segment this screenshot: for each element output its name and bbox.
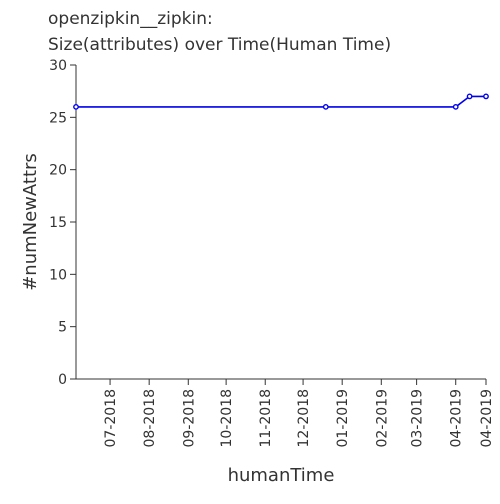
plot-area: 0 5 10 15 20 25 30 07-2018 08-2018 09-2018 10-2018… bbox=[49, 58, 495, 448]
y-tick-label: 15 bbox=[49, 215, 67, 231]
data-point bbox=[322, 103, 329, 110]
chart-title-line-2: Size(attributes) over Time(Human Time) bbox=[48, 35, 391, 55]
y-tick-label: 25 bbox=[49, 110, 67, 126]
x-tick-label: 02-2019 bbox=[374, 389, 390, 448]
data-point bbox=[483, 93, 489, 100]
data-point bbox=[73, 103, 79, 110]
y-tick-label: 10 bbox=[49, 267, 67, 283]
x-tick-label: 10-2018 bbox=[219, 389, 235, 448]
data-point bbox=[452, 103, 459, 110]
chart-title-line-1: openzipkin__zipkin: bbox=[48, 9, 213, 29]
data-point bbox=[466, 93, 473, 100]
x-axis-label: humanTime bbox=[228, 465, 335, 486]
y-tick-label: 5 bbox=[58, 320, 67, 336]
y-tick-label: 30 bbox=[49, 58, 67, 74]
x-tick-label: 07-2018 bbox=[103, 389, 119, 448]
x-tick-label: 01-2019 bbox=[335, 389, 351, 448]
x-tick-label: 08-2018 bbox=[142, 389, 158, 448]
y-tick-label: 20 bbox=[49, 163, 67, 179]
x-tick-label: 04-2019 bbox=[449, 389, 465, 448]
x-tick-label: 09-2018 bbox=[181, 389, 197, 448]
x-tick-label: 04-2019 bbox=[479, 389, 495, 448]
x-tick-label: 03-2019 bbox=[410, 389, 426, 448]
y-axis-label: #numNewAttrs bbox=[20, 153, 41, 291]
y-tick-label: 0 bbox=[58, 372, 67, 388]
x-tick-label: 11-2018 bbox=[258, 389, 274, 448]
series-line bbox=[76, 95, 486, 108]
x-tick-label: 12-2018 bbox=[296, 389, 312, 448]
